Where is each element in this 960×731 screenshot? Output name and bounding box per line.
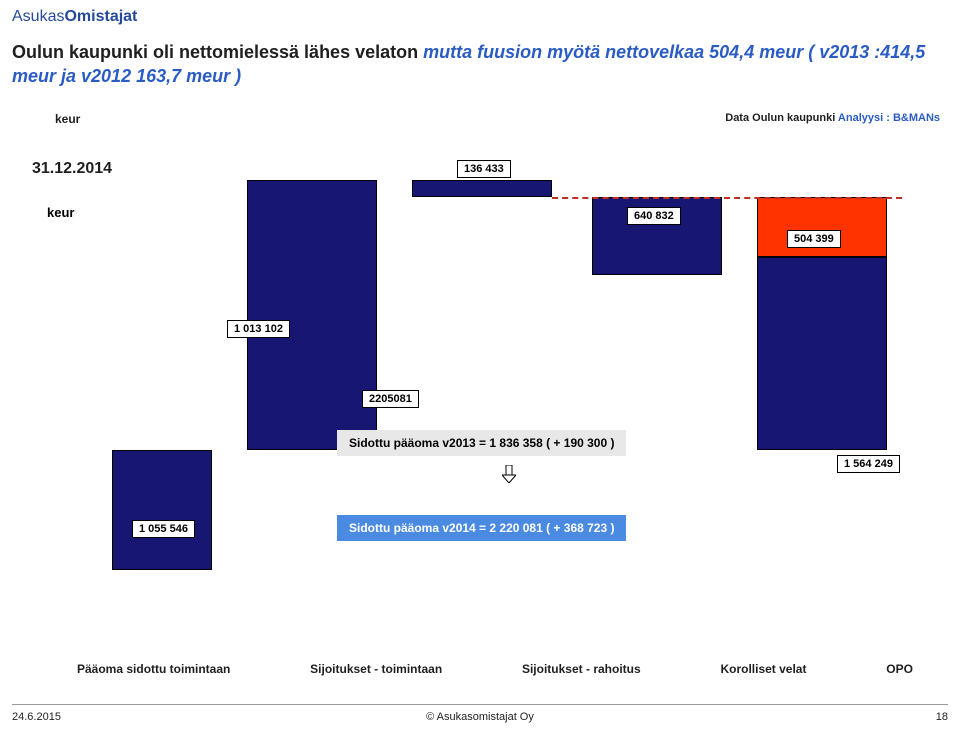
y-axis-label: keur <box>55 112 80 126</box>
logo-part1: Asukas <box>12 8 64 25</box>
keur-label: keur <box>47 205 74 220</box>
bar-korolliset-velat-top <box>757 197 887 257</box>
waterfall-chart: 31.12.2014 keur 1 055 546 1 013 102 220508… <box>12 130 948 646</box>
val-640832: 640 832 <box>627 207 681 225</box>
bar-paaoma-sidottu-toimintaan <box>112 450 212 570</box>
val-1055546: 1 055 546 <box>132 520 195 538</box>
net-debt-dashed-line <box>552 197 902 199</box>
val-504399: 504 399 <box>787 230 841 248</box>
footer: 24.6.2015 © Asukasomistajat Oy 18 <box>12 704 948 723</box>
data-source: Data Oulun kaupunki Analyysi : B&MANs <box>725 112 940 124</box>
val-1564249: 1 564 249 <box>837 455 900 473</box>
down-arrow-icon <box>502 465 516 479</box>
legend-item: Pääoma sidottu toimintaan <box>77 662 230 676</box>
logo-part2: Omistajat <box>64 8 137 25</box>
legend-item: Korolliset velat <box>720 662 806 676</box>
val-136433: 136 433 <box>457 160 511 178</box>
legend-item: Sijoitukset - toimintaan <box>310 662 442 676</box>
ann-v2013: Sidottu pääoma v2013 = 1 836 358 ( + 190… <box>337 430 626 456</box>
date-label: 31.12.2014 <box>32 160 112 178</box>
header-logo: AsukasOmistajat <box>12 8 137 26</box>
bar-gap-136433 <box>412 180 552 197</box>
val-1013102: 1 013 102 <box>227 320 290 338</box>
val-2205081: 2205081 <box>362 390 419 408</box>
title-part1: Oulun kaupunki oli nettomielessä lähes v… <box>12 42 423 62</box>
source-blue: Analyysi : B&MANs <box>838 112 940 124</box>
bar-korolliset-velat-main <box>757 257 887 450</box>
legend: Pääoma sidottu toimintaan Sijoitukset - … <box>12 662 948 676</box>
footer-copyright: © Asukasomistajat Oy <box>12 711 948 723</box>
page-title: Oulun kaupunki oli nettomielessä lähes v… <box>12 40 948 89</box>
legend-item: Sijoitukset - rahoitus <box>522 662 641 676</box>
legend-item: OPO <box>886 662 913 676</box>
source-black: Data Oulun kaupunki <box>725 112 838 124</box>
ann-v2014: Sidottu pääoma v2014 = 2 220 081 ( + 368… <box>337 515 626 541</box>
bar-sijoitukset-toimintaan <box>247 180 377 450</box>
